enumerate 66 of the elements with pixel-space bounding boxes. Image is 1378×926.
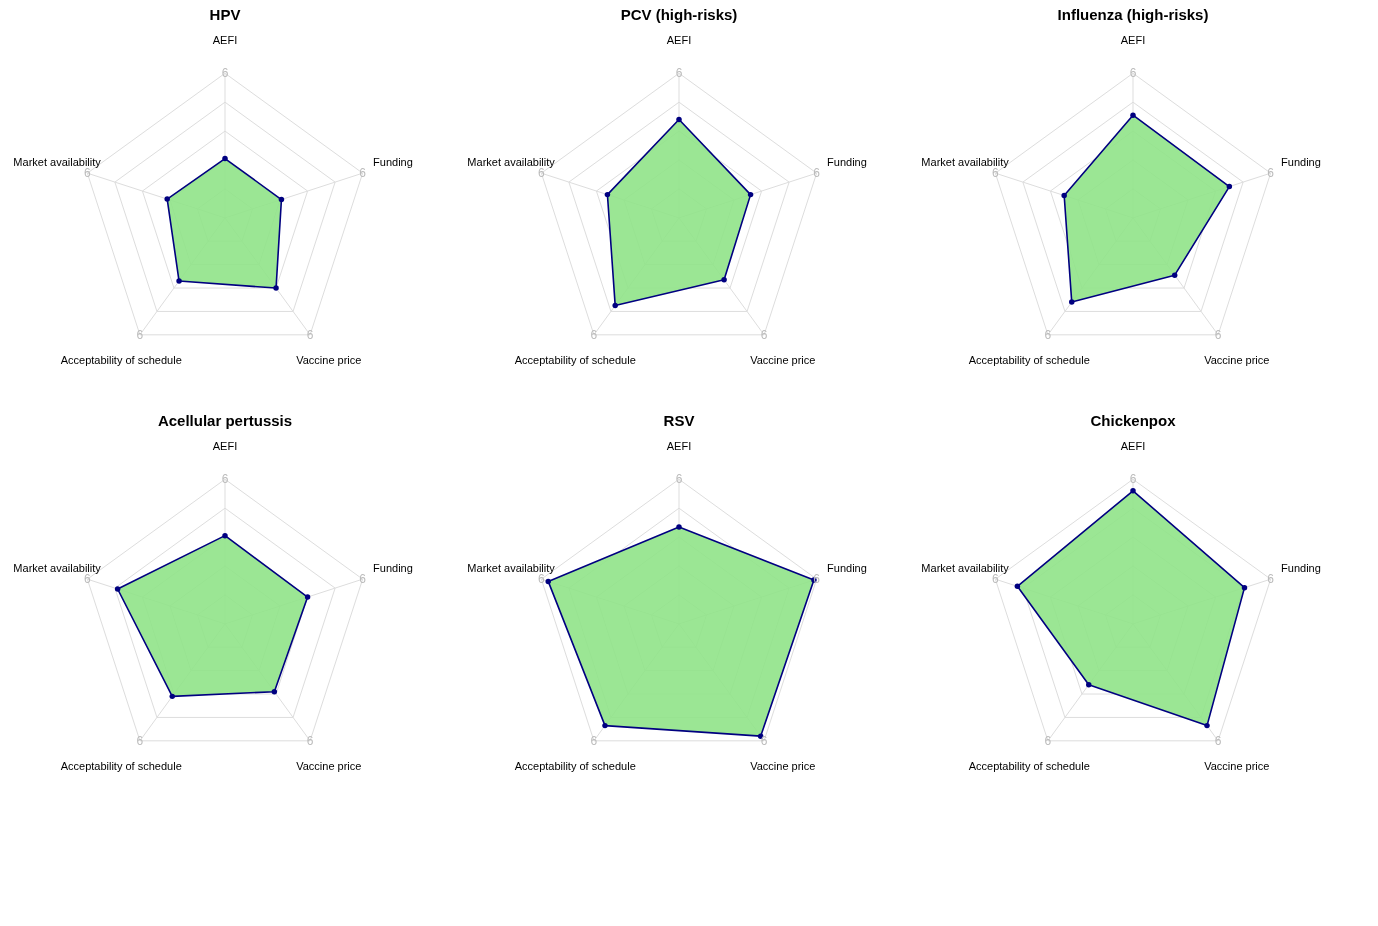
spoke-label: Vaccine price — [750, 759, 816, 772]
text: 6 — [992, 572, 999, 587]
text: 6 — [359, 166, 367, 181]
spoke-label: Acceptability of schedule — [60, 759, 182, 772]
text: 6 — [221, 472, 229, 487]
chart-title: PCV (high-risks) — [620, 6, 738, 23]
spoke-label: Funding — [373, 562, 413, 575]
chart-title: Acellular pertussis — [157, 412, 293, 429]
text: 6 — [1044, 327, 1052, 342]
text: 6 — [1267, 166, 1275, 181]
spoke-label: Acceptability of schedule — [968, 353, 1090, 366]
text: 6 — [760, 327, 768, 342]
text: 6 — [813, 166, 821, 181]
spoke-label: Vaccine price — [1204, 759, 1270, 772]
text: 6 — [590, 327, 598, 342]
text: 6 — [1214, 327, 1222, 342]
text: 6 — [84, 572, 91, 587]
text: 6 — [306, 733, 314, 748]
text: 6 — [1267, 572, 1275, 587]
text: 6 — [1044, 733, 1052, 748]
text: 6 — [992, 166, 999, 181]
chart-title: RSV — [663, 412, 695, 429]
spoke-label: Vaccine price — [750, 353, 816, 366]
spoke-label: Market availability — [921, 156, 1010, 169]
text: 6 — [1129, 66, 1137, 81]
text: 6 — [538, 166, 545, 181]
spoke-label: AEFI — [212, 440, 238, 453]
spoke-label: Market availability — [13, 156, 102, 169]
text: 6 — [590, 733, 598, 748]
spoke-label: Market availability — [467, 156, 556, 169]
spoke-label: Acceptability of schedule — [514, 353, 636, 366]
text: 6 — [1129, 472, 1137, 487]
spoke-label: Acceptability of schedule — [514, 759, 636, 772]
text: 6 — [760, 733, 768, 748]
text: 6 — [675, 472, 683, 487]
spoke-label: Funding — [373, 156, 413, 169]
text: 6 — [84, 166, 91, 181]
text: 6 — [306, 327, 314, 342]
spoke-label: Acceptability of schedule — [60, 353, 182, 366]
text: 6 — [1214, 733, 1222, 748]
spoke-label: Funding — [1281, 156, 1321, 169]
text: 6 — [538, 572, 545, 587]
spoke-label: AEFI — [666, 34, 692, 47]
spoke-label: Vaccine price — [1204, 353, 1270, 366]
spoke-label: Vaccine price — [296, 353, 362, 366]
text: 6 — [221, 66, 229, 81]
spoke-label: Funding — [1281, 562, 1321, 575]
spoke-label: Vaccine price — [296, 759, 362, 772]
text: 6 — [675, 66, 683, 81]
spoke-label: Acceptability of schedule — [968, 759, 1090, 772]
chart-title: Chickenpox — [1090, 412, 1177, 429]
spoke-label: Market availability — [13, 562, 102, 575]
spoke-label: Market availability — [921, 562, 1010, 575]
text: 6 — [813, 572, 821, 587]
spoke-label: AEFI — [1120, 440, 1146, 453]
spoke-label: Funding — [827, 156, 867, 169]
spoke-label: AEFI — [212, 34, 238, 47]
chart-title: Influenza (high-risks) — [1057, 6, 1209, 23]
spoke-label: AEFI — [666, 440, 692, 453]
spoke-label: Market availability — [467, 562, 556, 575]
chart-title: HPV — [209, 6, 241, 23]
spoke-label: Funding — [827, 562, 867, 575]
text: 6 — [359, 572, 367, 587]
text: 6 — [136, 733, 144, 748]
text: 6 — [136, 327, 144, 342]
spoke-label: AEFI — [1120, 34, 1146, 47]
